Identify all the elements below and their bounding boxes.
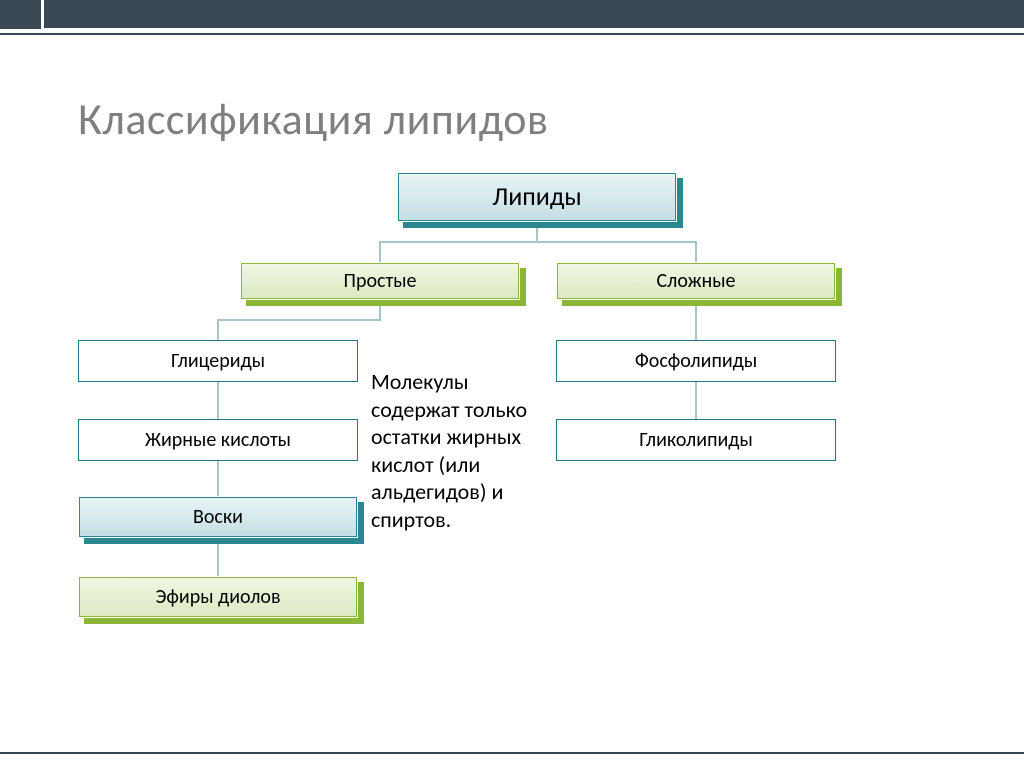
connector-v — [695, 300, 697, 340]
node-label: Липиды — [484, 178, 589, 216]
connector-v — [217, 382, 219, 419]
node-label: Фосфолипиды — [627, 346, 765, 377]
node-label: Гликолипиды — [631, 425, 761, 456]
node-label: Жирные кислоты — [137, 425, 299, 456]
node-diol: Эфиры диолов — [78, 576, 358, 618]
node-label: Воски — [185, 502, 251, 533]
node-label: Глицериды — [163, 346, 273, 377]
connector-h — [217, 319, 381, 321]
connector-h — [536, 241, 697, 243]
description-text: Молекулы содержат только остатки жирных … — [371, 368, 536, 533]
node-glycer: Глицериды — [78, 340, 358, 382]
connector-v — [695, 382, 697, 419]
connector-h — [379, 241, 538, 243]
node-label: Простые — [336, 266, 425, 297]
connector-v — [536, 222, 538, 242]
connector-v — [217, 538, 219, 576]
slide: Классификация липидов ЛипидыПростыеСложн… — [0, 0, 1024, 768]
node-glyco: Гликолипиды — [556, 419, 836, 461]
node-phospho: Фосфолипиды — [556, 340, 836, 382]
node-complex: Сложные — [556, 262, 836, 300]
connector-v — [379, 300, 381, 320]
diagram-canvas: Липиды Простые Сложные Глицериды Жирные кисл… — [0, 0, 1024, 768]
node-wax: Воски — [78, 496, 358, 538]
node-root: Липиды — [397, 172, 677, 222]
node-simple: Простые — [240, 262, 520, 300]
connector-v — [217, 461, 219, 496]
node-fatty: Жирные кислоты — [78, 419, 358, 461]
node-label: Эфиры диолов — [147, 582, 288, 613]
connector-v — [379, 242, 381, 262]
connector-v — [217, 320, 219, 340]
connector-v — [695, 242, 697, 262]
node-label: Сложные — [649, 266, 744, 297]
